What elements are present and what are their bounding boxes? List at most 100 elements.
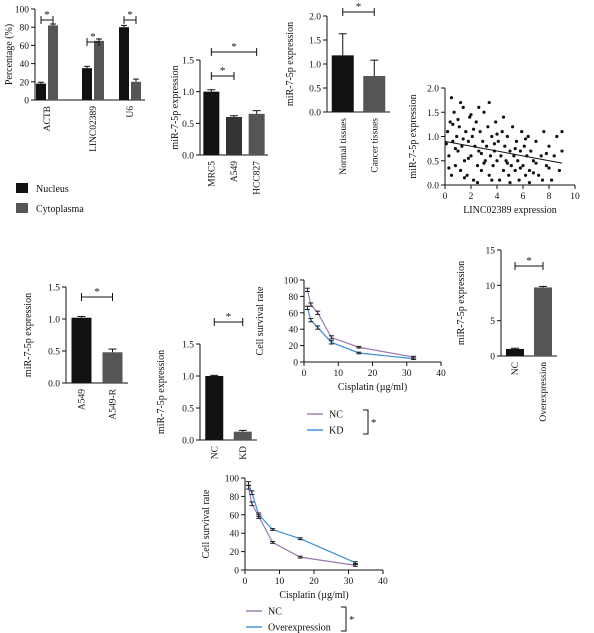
panelD-scatter-point bbox=[457, 125, 461, 129]
panelG-legend-bracket bbox=[363, 409, 369, 435]
panelE-category-label: A549 bbox=[78, 389, 88, 410]
panelD-scatter-point bbox=[499, 154, 503, 158]
panelD-xtick-label: 8 bbox=[547, 192, 552, 202]
panelE-ytick-label: 1.0 bbox=[48, 316, 60, 326]
panelD-scatter-point bbox=[482, 110, 486, 114]
panelH-ytick-label: 5 bbox=[490, 317, 495, 327]
panelI-series-line-nc bbox=[247, 487, 356, 566]
panelD-scatter-point bbox=[522, 144, 526, 148]
panelD-xtick-label: 10 bbox=[570, 192, 580, 202]
panelI-ytick-label: 20 bbox=[230, 548, 240, 558]
panelD-scatter-point bbox=[477, 105, 481, 109]
panelC-ytick-label: 2.0 bbox=[309, 13, 321, 23]
panelD-scatter-point bbox=[462, 159, 467, 163]
panelB-significance-bracket-star: * bbox=[220, 65, 226, 77]
panelB-category-label: MRC5 bbox=[207, 161, 217, 187]
panelD-scatter-point bbox=[501, 168, 506, 173]
panelA-bar-nucleus-u6 bbox=[119, 27, 129, 101]
panelD-scatter-point bbox=[560, 130, 564, 134]
panelA-bar-cytoplasma-linc02389 bbox=[94, 40, 104, 100]
panelD-scatter-point bbox=[518, 166, 523, 170]
panelB-bar-hcc827 bbox=[248, 113, 265, 155]
panelF-bar-kd bbox=[233, 431, 252, 440]
panelI-legend-label-overexpression: Overexpression bbox=[268, 623, 331, 633]
panelD-scatter-point bbox=[461, 137, 465, 141]
panelG-ytick-label: 20 bbox=[289, 342, 299, 352]
panelH-bar-overexpression bbox=[534, 287, 552, 356]
panelD-scatter-point bbox=[455, 134, 459, 139]
panelC-ytick-label: 1.0 bbox=[309, 61, 321, 71]
panelD-scatter-point bbox=[516, 159, 520, 163]
panelA-ytick-label: 0 bbox=[24, 97, 29, 107]
panelI-ytick-label: 80 bbox=[230, 493, 240, 503]
panelF-ytick-label: 0.5 bbox=[182, 405, 194, 415]
panelE-bar-a549 bbox=[71, 317, 92, 383]
panelD-scatter-point bbox=[481, 139, 485, 143]
panelD-scatter-point bbox=[487, 173, 491, 177]
panelD-scatter-point bbox=[495, 159, 499, 163]
panelD-scatter-point bbox=[486, 125, 490, 129]
panelD-scatter-point bbox=[512, 154, 516, 158]
panelD-scatter-point bbox=[547, 166, 551, 170]
panelD-xtick-label: 2 bbox=[469, 192, 474, 202]
panelD-scatter-point bbox=[513, 168, 517, 173]
panelD-scatter-point bbox=[459, 168, 463, 173]
panelF-ytick-label: 1.5 bbox=[182, 341, 194, 351]
panelG-ytick-label: 80 bbox=[289, 293, 299, 303]
panelA-category-label: U6 bbox=[126, 106, 136, 118]
panelD-scatter-point bbox=[465, 173, 469, 177]
panelI-series-line-overexpression bbox=[247, 483, 356, 564]
panelD-scatter-point bbox=[537, 173, 541, 177]
panelD-scatter-point bbox=[478, 130, 482, 134]
panelA-legend-label-cytoplasma: Cytoplasma bbox=[36, 204, 84, 215]
panelF-category-label: NC bbox=[210, 446, 220, 459]
panelD-scatter-point bbox=[475, 180, 480, 185]
panelH-ytick-label: 10 bbox=[486, 282, 496, 292]
panelG-series-line-kd bbox=[306, 307, 414, 360]
panelD-scatter-point bbox=[494, 120, 498, 124]
panelG-ytick-label: 100 bbox=[284, 277, 299, 287]
panelD-scatter-point bbox=[485, 144, 489, 148]
panelD-scatter-point bbox=[544, 151, 549, 156]
panelH-ytick-label: 0 bbox=[490, 353, 495, 363]
panelD-ytick-label: 1.5 bbox=[427, 109, 439, 119]
panelD-scatter-point bbox=[477, 149, 481, 153]
panelD-scatter-point bbox=[456, 117, 460, 122]
panelG-ytick-label: 0 bbox=[293, 359, 298, 369]
panelA-bar-nucleus-actb bbox=[36, 83, 46, 100]
panelD-scatter-point bbox=[479, 151, 483, 156]
panelD-scatter-point bbox=[507, 173, 511, 177]
panelD-scatter-point bbox=[524, 173, 528, 177]
panelD-xtick-label: 0 bbox=[443, 192, 448, 202]
panelB-category-label: HCC827 bbox=[253, 161, 263, 195]
panelD-scatter-point bbox=[453, 164, 457, 168]
panelC-significance-bracket-star: * bbox=[356, 1, 362, 13]
panelD-scatter-point bbox=[501, 115, 506, 119]
panelD-scatter-point bbox=[472, 127, 476, 131]
panelC-ylabel: miR-7-5p expression bbox=[285, 22, 296, 106]
panelD-scatter-point bbox=[544, 164, 549, 168]
panelD-ytick-label: 0.0 bbox=[427, 182, 439, 192]
panelD-scatter-point bbox=[503, 144, 507, 148]
panelD-scatter-point bbox=[491, 164, 495, 168]
panelD-scatter-point bbox=[469, 154, 473, 158]
panelI-ytick-label: 0 bbox=[234, 567, 239, 577]
panelA-ylabel: Percentage (%) bbox=[4, 24, 15, 85]
panelC-bar-cancer-tissues bbox=[363, 76, 386, 112]
panelD-scatter-point bbox=[456, 149, 460, 153]
panelD-scatter-point bbox=[508, 149, 512, 153]
panelA-significance-bracket-star: * bbox=[90, 31, 96, 43]
panelD-scatter-point bbox=[508, 180, 512, 185]
panelD-scatter-point bbox=[529, 149, 533, 153]
panelF-ylabel: miR-7-5p expression bbox=[156, 350, 167, 434]
panelD-scatter-point bbox=[469, 113, 473, 117]
panelD-scatter-point bbox=[531, 171, 536, 175]
panelD-scatter-point bbox=[461, 105, 465, 109]
panelE-category-label: A549-R bbox=[109, 388, 119, 419]
panelH-category-label: NC bbox=[511, 362, 521, 375]
panelD-scatter-point bbox=[483, 159, 487, 163]
panelD-scatter-point bbox=[470, 134, 474, 139]
panelD-ytick-label: 0.5 bbox=[427, 157, 439, 167]
panelD-scatter-point bbox=[475, 164, 480, 168]
